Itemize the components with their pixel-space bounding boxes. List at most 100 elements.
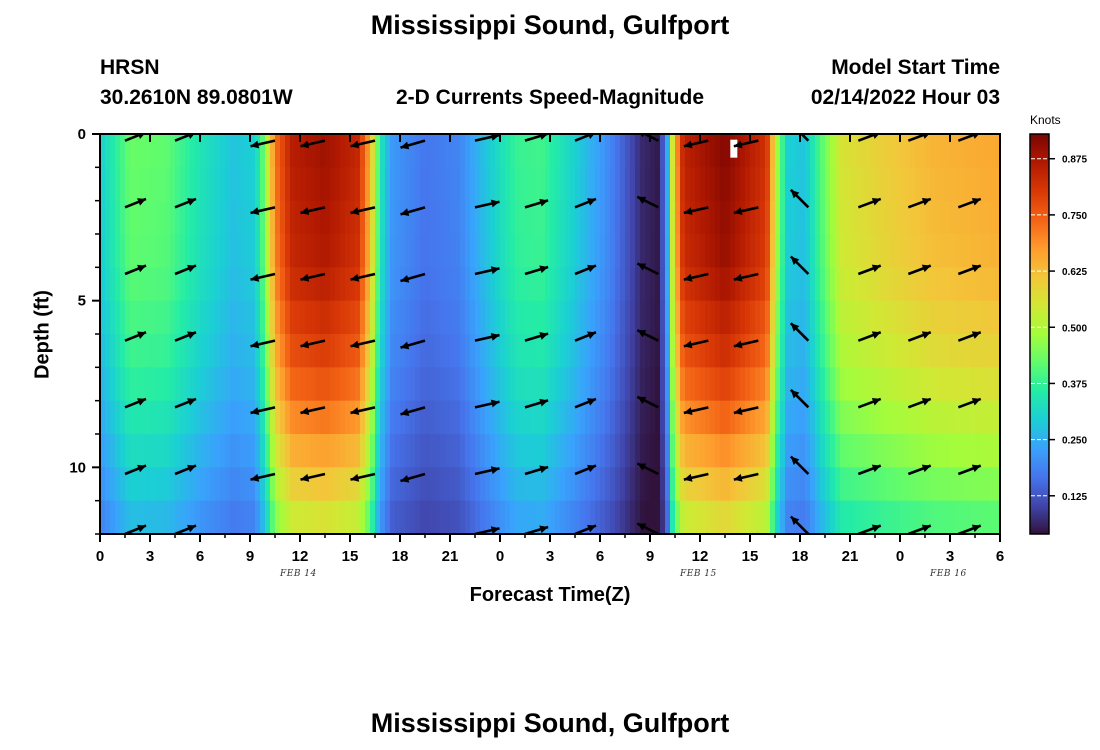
heatmap-cell: [355, 434, 361, 468]
heatmap-cell: [100, 234, 106, 268]
heatmap-cell: [935, 134, 941, 168]
heatmap-cell: [580, 400, 586, 435]
heatmap-cell: [990, 500, 996, 534]
heatmap-cell: [415, 467, 421, 502]
heatmap-cell: [190, 167, 196, 202]
heatmap-cell: [445, 334, 451, 368]
current-vector: [733, 139, 759, 149]
heatmap-cell: [420, 234, 426, 268]
heatmap-cell: [790, 334, 796, 368]
heatmap-cell: [315, 167, 321, 202]
heatmap-cell: [685, 400, 691, 435]
heatmap-cell: [435, 200, 441, 235]
heatmap-cell: [680, 367, 686, 402]
heatmap-cell: [535, 467, 541, 502]
heatmap-cell: [165, 234, 171, 268]
heatmap-cell: [205, 500, 211, 534]
heatmap-cell: [795, 300, 801, 335]
heatmap-cell: [485, 300, 491, 335]
heatmap-cell: [540, 134, 546, 168]
heatmap-cell: [395, 500, 401, 534]
heatmap-cell: [505, 467, 511, 502]
heatmap-cell: [545, 500, 551, 534]
heatmap-cell: [350, 167, 356, 202]
heatmap-cell: [325, 234, 331, 268]
heatmap-cell: [235, 167, 241, 202]
heatmap-cell: [370, 400, 376, 435]
heatmap-cell: [500, 267, 506, 302]
heatmap-cell: [620, 200, 626, 235]
heatmap-cell: [285, 267, 291, 302]
heatmap-cell: [515, 400, 521, 435]
heatmap-cell: [320, 134, 326, 168]
heatmap-cell: [855, 367, 861, 402]
heatmap-cell: [575, 500, 581, 534]
heatmap-cell: [875, 400, 881, 435]
heatmap-cell: [860, 367, 866, 402]
heatmap-cell: [605, 367, 611, 402]
heatmap-cell: [400, 167, 406, 202]
heatmap-cell: [210, 234, 216, 268]
heatmap-cell: [410, 234, 416, 268]
heatmap-cell: [290, 434, 296, 468]
heatmap-cell: [805, 434, 811, 468]
heatmap-cell: [905, 467, 911, 502]
heatmap-cell: [525, 267, 531, 302]
heatmap-cell: [885, 200, 891, 235]
heatmap-cell: [535, 367, 541, 402]
heatmap-cell: [725, 167, 731, 202]
heatmap-cell: [665, 367, 671, 402]
heatmap-cell: [260, 367, 266, 402]
heatmap-cell: [735, 367, 741, 402]
heatmap-cell: [710, 500, 716, 534]
heatmap: [100, 134, 1000, 534]
heatmap-cell: [460, 200, 466, 235]
heatmap-cell: [640, 234, 646, 268]
heatmap-cell: [225, 400, 231, 435]
current-vector: [907, 197, 932, 209]
heatmap-cell: [150, 267, 156, 302]
heatmap-cell: [155, 234, 161, 268]
heatmap-cell: [385, 167, 391, 202]
heatmap-cell: [765, 134, 771, 168]
heatmap-cell: [920, 434, 926, 468]
heatmap-cell: [215, 300, 221, 335]
heatmap-cell: [845, 200, 851, 235]
heatmap-cell: [980, 300, 986, 335]
heatmap-cell: [705, 267, 711, 302]
heatmap-cell: [455, 267, 461, 302]
heatmap-cell: [395, 234, 401, 268]
heatmap-cell: [350, 434, 356, 468]
heatmap-cell: [345, 300, 351, 335]
heatmap-cell: [240, 234, 246, 268]
heatmap-cell: [105, 500, 111, 534]
heatmap-cell: [455, 134, 461, 168]
heatmap-cell: [820, 400, 826, 435]
heatmap-cell: [275, 334, 281, 368]
current-vectors: [124, 134, 1000, 534]
heatmap-cell: [550, 234, 556, 268]
heatmap-cell: [635, 500, 641, 534]
heatmap-cell: [965, 300, 971, 335]
heatmap-cell: [840, 500, 846, 534]
heatmap-cell: [440, 400, 446, 435]
heatmap-cell: [630, 467, 636, 502]
heatmap-cell: [595, 367, 601, 402]
heatmap-cell: [345, 167, 351, 202]
heatmap-cell: [565, 367, 571, 402]
heatmap-cell: [170, 234, 176, 268]
heatmap-cell: [195, 500, 201, 534]
heatmap-cell: [665, 134, 671, 168]
heatmap-cell: [420, 500, 426, 534]
heatmap-cell: [275, 200, 281, 235]
heatmap-cell: [900, 267, 906, 302]
heatmap-cell: [335, 167, 341, 202]
heatmap-cell: [895, 367, 901, 402]
heatmap-cell: [650, 367, 656, 402]
heatmap-cell: [720, 300, 726, 335]
heatmap-cell: [400, 267, 406, 302]
heatmap-cell: [765, 200, 771, 235]
heatmap-cell: [710, 167, 716, 202]
heatmap-cell: [435, 134, 441, 168]
heatmap-cell: [190, 467, 196, 502]
